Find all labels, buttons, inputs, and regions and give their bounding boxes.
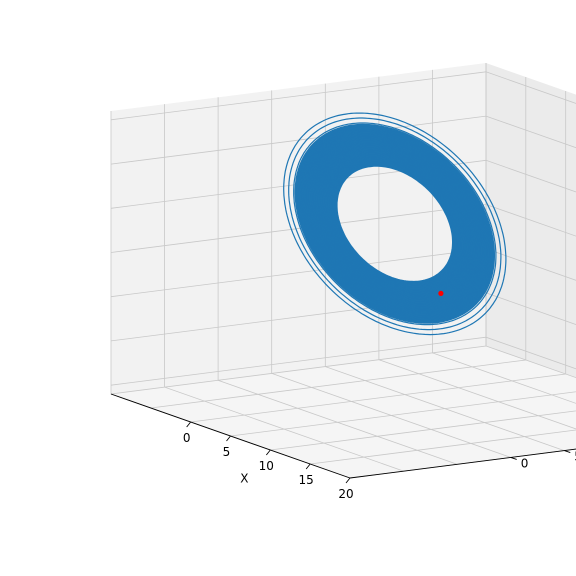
x-tick-label: 10 bbox=[259, 459, 274, 473]
grid-line-y bbox=[271, 90, 511, 458]
y-tick-mark bbox=[564, 450, 571, 453]
grid-line-z bbox=[110, 71, 576, 121]
x-tick-mark bbox=[226, 435, 231, 442]
grid-line-z bbox=[110, 336, 576, 386]
trajectory-series bbox=[283, 112, 507, 336]
x-tick-label: 15 bbox=[299, 473, 314, 487]
grid-line-z bbox=[110, 159, 576, 209]
grid-line-z bbox=[110, 115, 576, 165]
tick-labels: 051015200510152015202530354045 bbox=[183, 431, 576, 501]
y-tick-label: 0 bbox=[521, 456, 529, 470]
grid-line-x bbox=[230, 391, 576, 437]
current-point-marker bbox=[438, 290, 444, 296]
grid-line-y bbox=[217, 97, 458, 465]
trajectory-loop bbox=[294, 123, 496, 324]
trajectory-outer-loop bbox=[293, 122, 497, 326]
grid-line-x bbox=[270, 410, 576, 451]
current-point bbox=[438, 290, 444, 296]
trajectory-outer-loop bbox=[283, 112, 507, 336]
x-tick-label: 20 bbox=[338, 487, 353, 501]
y-tick-mark bbox=[510, 457, 517, 460]
y-tick-label: 5 bbox=[574, 450, 576, 464]
x-axis-label: X bbox=[240, 471, 248, 485]
trajectory-outer-loop bbox=[288, 117, 502, 331]
grid-line-y bbox=[485, 63, 576, 379]
x-tick-mark bbox=[186, 421, 192, 428]
axes-lines bbox=[110, 393, 576, 484]
x-tick-mark bbox=[345, 477, 351, 484]
x-tick-mark bbox=[265, 449, 271, 456]
grid-line-x bbox=[310, 429, 576, 465]
grid-line-y bbox=[378, 76, 576, 430]
y-axis-line bbox=[349, 448, 576, 479]
grid-line-z bbox=[110, 204, 576, 253]
x-tick-mark bbox=[305, 463, 311, 470]
grid-line-y bbox=[164, 104, 404, 472]
x-tick-label: 0 bbox=[183, 431, 191, 445]
axis-labels: XYZ bbox=[240, 471, 248, 485]
x-tick-label: 5 bbox=[223, 445, 231, 459]
